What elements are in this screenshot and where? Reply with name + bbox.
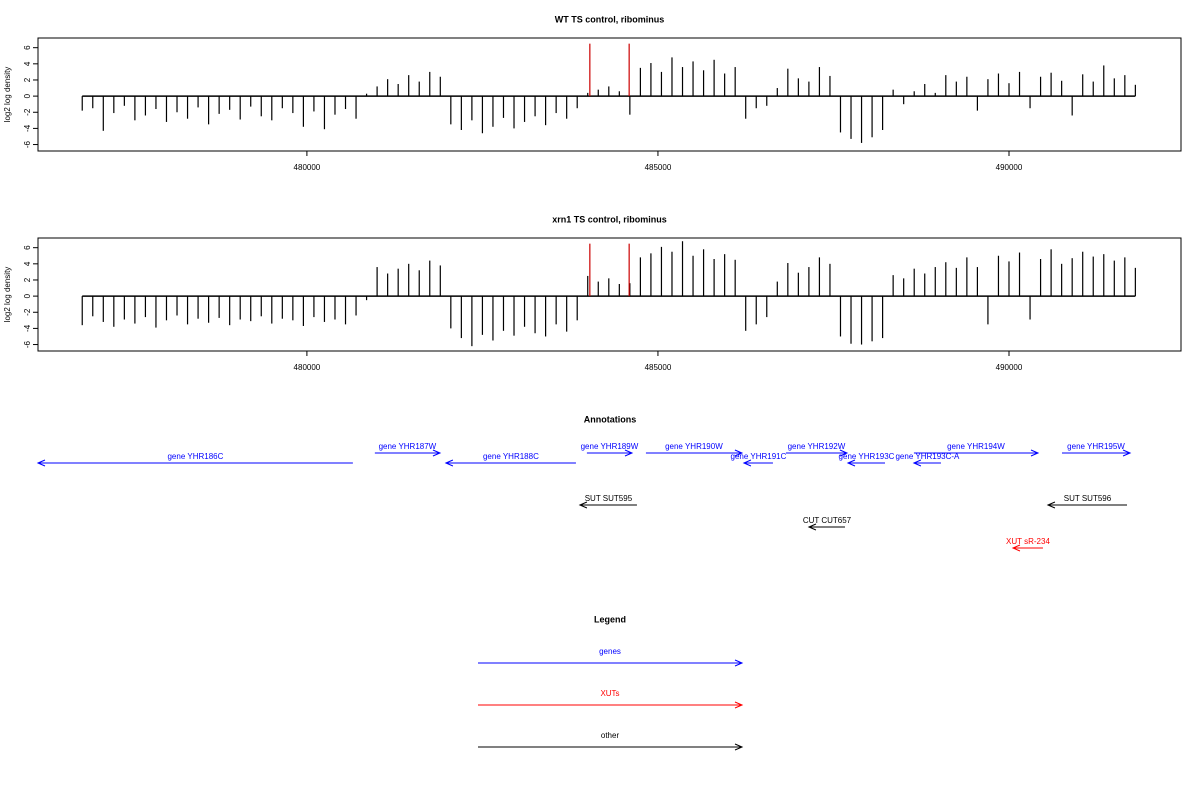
plot-frame — [37, 37, 1182, 152]
feature-label: CUT CUT657 — [803, 516, 852, 525]
legend-label: other — [601, 731, 620, 740]
feature-label: gene YHR188C — [483, 452, 539, 461]
legend-arrow-head — [734, 701, 744, 709]
feature-arrow-head — [1030, 449, 1040, 457]
feature-label: SUT SUT595 — [585, 494, 633, 503]
x-tick-label: 485000 — [645, 163, 672, 172]
feature-arrow-head — [1122, 449, 1132, 457]
y-tick-label: -4 — [23, 124, 32, 132]
feature-label: gene YHR186C — [167, 452, 223, 461]
feature-label: gene YHR190W — [665, 442, 723, 451]
feature-label: gene YHR187W — [379, 442, 437, 451]
y-tick-label: 4 — [23, 61, 32, 66]
y-tick-label: -2 — [23, 108, 32, 116]
y-axis-label: log2 log density — [3, 67, 12, 123]
y-tick-label: 6 — [23, 245, 32, 250]
y-tick-label: 2 — [23, 277, 32, 282]
x-tick-label: 490000 — [996, 363, 1023, 372]
y-tick-label: 4 — [23, 261, 32, 266]
y-tick-label: -2 — [23, 308, 32, 316]
feature-arrow-head — [912, 459, 922, 467]
feature-label: gene YHR195W — [1067, 442, 1125, 451]
feature-arrow-head — [1046, 501, 1056, 509]
legend-label: genes — [599, 647, 621, 656]
y-tick-label: 2 — [23, 77, 32, 82]
y-tick-label: 6 — [23, 45, 32, 50]
feature-label: gene YHR189W — [581, 442, 639, 451]
y-tick-label: 0 — [23, 293, 32, 298]
feature-arrow-head — [839, 449, 849, 457]
x-tick-label: 480000 — [294, 363, 321, 372]
feature-label: gene YHR193C — [839, 452, 895, 461]
y-tick-label: -6 — [23, 340, 32, 348]
feature-label: gene YHR192W — [788, 442, 846, 451]
feature-arrow-head — [444, 459, 454, 467]
legend-title: Legend — [594, 614, 626, 624]
y-tick-label: -6 — [23, 140, 32, 148]
plot-frame — [37, 237, 1182, 352]
feature-label: gene YHR194W — [947, 442, 1005, 451]
feature-arrow-head — [807, 523, 817, 531]
x-tick-label: 490000 — [996, 163, 1023, 172]
feature-label: gene YHR191C — [731, 452, 787, 461]
annotations-title: Annotations — [584, 414, 637, 424]
feature-arrow-head — [846, 459, 856, 467]
feature-arrow-head — [742, 459, 752, 467]
feature-arrow-head — [578, 501, 588, 509]
feature-arrow-head — [1011, 544, 1021, 552]
legend-arrow-head — [734, 743, 744, 751]
y-axis-label: log2 log density — [3, 267, 12, 323]
x-tick-label: 485000 — [645, 363, 672, 372]
y-tick-label: 0 — [23, 93, 32, 98]
legend-label: XUTs — [600, 689, 619, 698]
feature-label: XUT sR-234 — [1006, 537, 1050, 546]
chart-title: WT TS control, ribominus — [555, 14, 665, 24]
feature-arrow-head — [734, 449, 744, 457]
chart-title: xrn1 TS control, ribominus — [552, 214, 667, 224]
feature-arrow-head — [36, 459, 46, 467]
legend-arrow-head — [734, 659, 744, 667]
y-tick-label: -4 — [23, 324, 32, 332]
feature-label: gene YHR193C-A — [895, 452, 960, 461]
x-tick-label: 480000 — [294, 163, 321, 172]
feature-label: SUT SUT596 — [1064, 494, 1112, 503]
feature-arrow-head — [624, 449, 634, 457]
feature-arrow-head — [432, 449, 442, 457]
